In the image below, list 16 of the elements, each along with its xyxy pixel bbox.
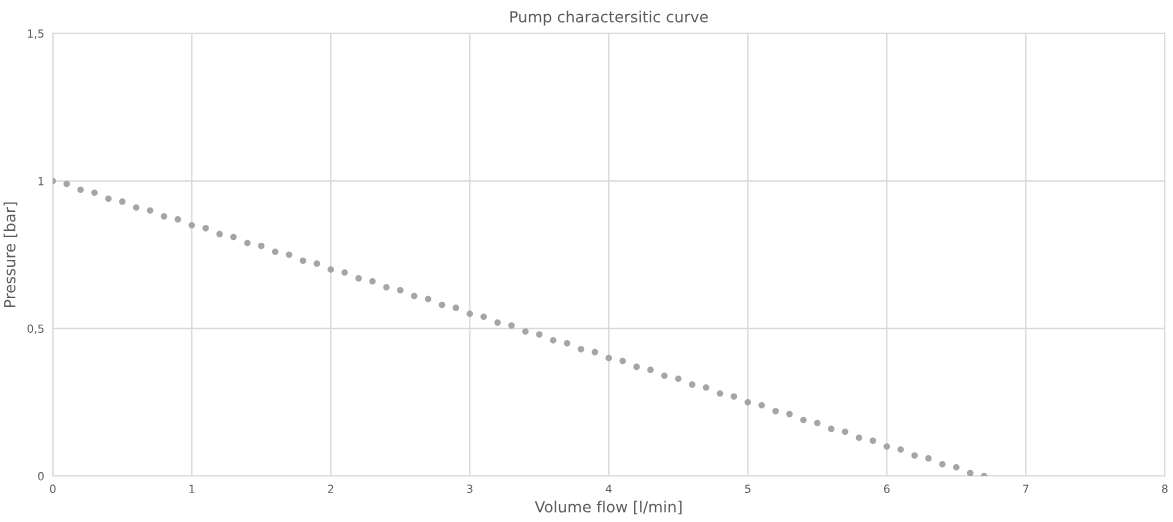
x-tick-label: 1 <box>189 484 195 493</box>
y-tick-label: 1,5 <box>28 29 44 39</box>
y-axis-title: Pressure [bar] <box>3 202 18 307</box>
x-tick-label: 2 <box>328 484 334 493</box>
y-tick-label: 1 <box>38 177 44 186</box>
x-tick-label: 8 <box>1162 484 1168 493</box>
y-tick-label: 0,5 <box>27 324 44 335</box>
x-tick-label: 0 <box>49 484 56 493</box>
x-tick-label: 6 <box>884 484 890 493</box>
chart-title: Pump charactersitic curve <box>510 10 708 26</box>
x-tick-label: 3 <box>467 484 473 493</box>
x-axis-title: Volume flow [l/min] <box>534 500 682 515</box>
x-tick-label: 5 <box>745 484 751 493</box>
x-tick-label: 7 <box>1023 484 1029 493</box>
x-tick-label: 4 <box>605 484 612 493</box>
y-tick-label: 0 <box>38 472 44 481</box>
